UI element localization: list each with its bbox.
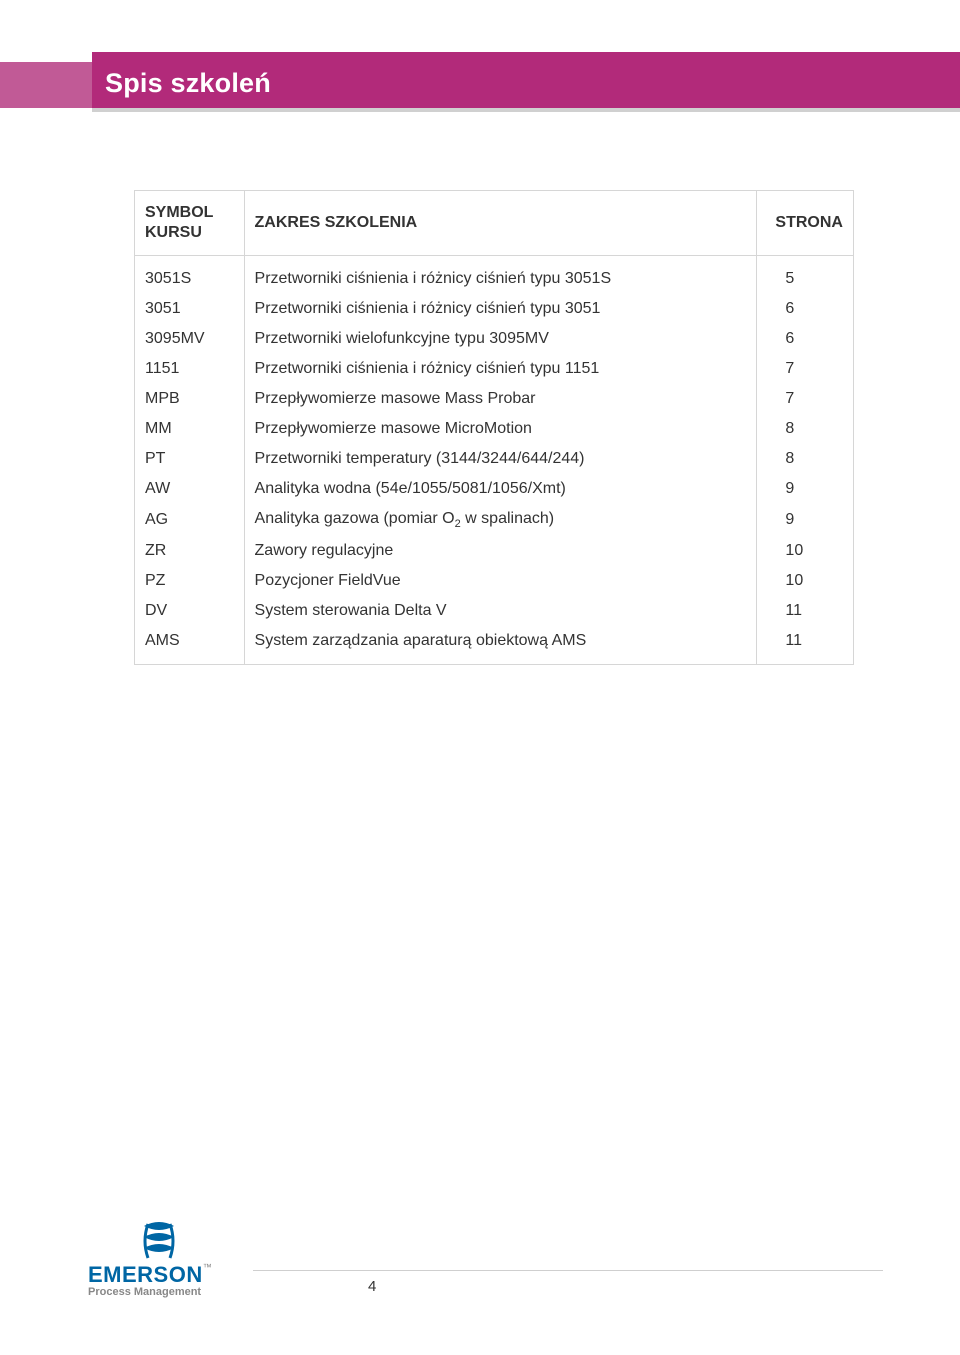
page-header: Spis szkoleń (0, 52, 960, 108)
header-bottom-edge (92, 108, 960, 112)
cell-zakres: Analityka gazowa (pomiar O2 w spalinach) (244, 504, 757, 536)
table-row: PZ Pozycjoner FieldVue 10 (135, 566, 854, 596)
column-header-symbol: SYMBOL KURSU (135, 191, 245, 256)
cell-symbol: 3095MV (135, 324, 245, 354)
emerson-logo: EMERSON™ Process Management (88, 1222, 238, 1300)
cell-strona: 9 (757, 504, 854, 536)
table-row: ZR Zawory regulacyjne 10 (135, 536, 854, 566)
table-body: 3051S Przetworniki ciśnienia i różnicy c… (135, 256, 854, 665)
emerson-logo-text: EMERSON™ (88, 1262, 212, 1288)
cell-symbol: MM (135, 414, 245, 444)
cell-symbol: 3051S (135, 256, 245, 295)
cell-strona: 8 (757, 414, 854, 444)
cell-strona: 10 (757, 536, 854, 566)
table-row: MPB Przepływomierze masowe Mass Probar 7 (135, 384, 854, 414)
table-row: 3051S Przetworniki ciśnienia i różnicy c… (135, 256, 854, 295)
table-row: MM Przepływomierze masowe MicroMotion 8 (135, 414, 854, 444)
cell-symbol: ZR (135, 536, 245, 566)
cell-zakres: Przetworniki temperatury (3144/3244/644/… (244, 444, 757, 474)
cell-symbol: PT (135, 444, 245, 474)
cell-strona: 11 (757, 596, 854, 626)
page-footer: EMERSON™ Process Management 4 (88, 1222, 888, 1300)
helix-icon (138, 1222, 180, 1260)
page-number: 4 (368, 1278, 376, 1295)
cell-symbol: PZ (135, 566, 245, 596)
cell-zakres: Przetworniki ciśnienia i różnicy ciśnień… (244, 354, 757, 384)
cell-strona: 9 (757, 474, 854, 504)
cell-zakres: Przepływomierze masowe Mass Probar (244, 384, 757, 414)
header-left-shade (0, 62, 92, 108)
cell-strona: 6 (757, 294, 854, 324)
cell-strona: 5 (757, 256, 854, 295)
trademark-symbol: ™ (203, 1262, 213, 1272)
cell-zakres: System zarządzania aparaturą obiektową A… (244, 626, 757, 665)
table-row: 1151 Przetworniki ciśnienia i różnicy ci… (135, 354, 854, 384)
cell-zakres: Przetworniki ciśnienia i różnicy ciśnień… (244, 294, 757, 324)
training-table: SYMBOL KURSU ZAKRES SZKOLENIA STRONA 305… (134, 190, 854, 665)
cell-strona: 7 (757, 354, 854, 384)
cell-zakres-post: w spalinach) (461, 510, 554, 527)
cell-symbol: DV (135, 596, 245, 626)
table-header-row: SYMBOL KURSU ZAKRES SZKOLENIA STRONA (135, 191, 854, 256)
table-row: 3051 Przetworniki ciśnienia i różnicy ci… (135, 294, 854, 324)
training-table-container: SYMBOL KURSU ZAKRES SZKOLENIA STRONA 305… (134, 190, 854, 665)
cell-symbol: AW (135, 474, 245, 504)
cell-strona: 8 (757, 444, 854, 474)
table-row: AMS System zarządzania aparaturą obiekto… (135, 626, 854, 665)
column-header-symbol-line1: SYMBOL (145, 204, 213, 221)
cell-zakres: Zawory regulacyjne (244, 536, 757, 566)
cell-symbol: AG (135, 504, 245, 536)
cell-zakres: System sterowania Delta V (244, 596, 757, 626)
emerson-brand: EMERSON (88, 1262, 203, 1287)
cell-zakres: Analityka wodna (54e/1055/5081/1056/Xmt) (244, 474, 757, 504)
cell-zakres: Przetworniki wielofunkcyjne typu 3095MV (244, 324, 757, 354)
footer-divider (253, 1270, 883, 1271)
table-row: AG Analityka gazowa (pomiar O2 w spalina… (135, 504, 854, 536)
cell-zakres: Przetworniki ciśnienia i różnicy ciśnień… (244, 256, 757, 295)
column-header-symbol-line2: KURSU (145, 224, 202, 241)
column-header-strona: STRONA (757, 191, 854, 256)
cell-zakres-pre: Analityka gazowa (pomiar O (255, 510, 455, 527)
emerson-logo-subtitle: Process Management (88, 1286, 201, 1298)
cell-symbol: MPB (135, 384, 245, 414)
page-title: Spis szkoleń (105, 68, 271, 99)
table-row: AW Analityka wodna (54e/1055/5081/1056/X… (135, 474, 854, 504)
cell-symbol: 1151 (135, 354, 245, 384)
cell-strona: 7 (757, 384, 854, 414)
cell-strona: 10 (757, 566, 854, 596)
table-row: 3095MV Przetworniki wielofunkcyjne typu … (135, 324, 854, 354)
column-header-zakres: ZAKRES SZKOLENIA (244, 191, 757, 256)
cell-symbol: 3051 (135, 294, 245, 324)
cell-symbol: AMS (135, 626, 245, 665)
cell-zakres: Przepływomierze masowe MicroMotion (244, 414, 757, 444)
cell-strona: 11 (757, 626, 854, 665)
header-top-strip (92, 52, 960, 62)
cell-strona: 6 (757, 324, 854, 354)
cell-zakres: Pozycjoner FieldVue (244, 566, 757, 596)
table-row: PT Przetworniki temperatury (3144/3244/6… (135, 444, 854, 474)
table-row: DV System sterowania Delta V 11 (135, 596, 854, 626)
